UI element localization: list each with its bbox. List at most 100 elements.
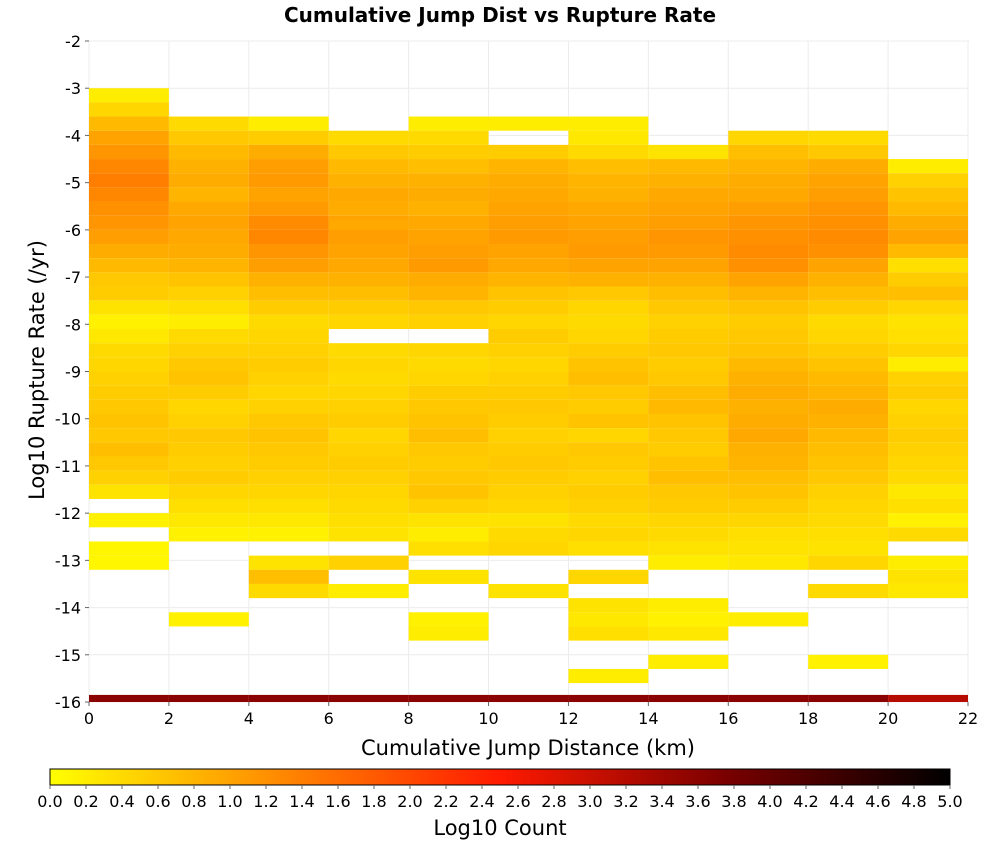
x-tick-label: 6 [324,709,334,728]
heatmap-cell [808,300,889,315]
heatmap-cell [488,498,569,514]
heatmap-cell [888,371,968,386]
heatmap-cell [89,385,169,400]
heatmap-cell [89,187,169,202]
heatmap-cell [568,173,649,188]
heatmap-cell [248,694,329,702]
heatmap-cell [408,286,489,301]
heatmap-cell [408,187,489,202]
heatmap-cell [168,229,249,245]
heatmap-cell [888,300,968,315]
heatmap-cell [648,399,729,414]
heatmap-cell [808,187,889,202]
heatmap-cell [808,413,889,429]
heatmap-cell [648,385,729,400]
colorbar-tick-label: 1.2 [253,792,278,811]
colorbar [49,768,951,786]
heatmap-cell [168,300,249,315]
heatmap-cell [488,456,569,471]
heatmap-cell [488,201,569,216]
heatmap-cell [568,513,649,528]
heatmap-cell [89,116,169,131]
heatmap-cell [728,159,809,174]
heatmap-cell [89,258,169,273]
heatmap-cell [568,598,649,613]
heatmap-cell [248,527,329,542]
heatmap-cell [168,116,249,131]
heatmap-cell [168,159,249,174]
heatmap-cell [248,470,329,485]
heatmap-cell [568,357,649,372]
heatmap-cell [648,144,729,160]
colorbar-tick-label: 3.6 [685,792,710,811]
heatmap-cell [728,314,809,330]
heatmap-cell [888,343,968,358]
colorbar-tick-label: 3.0 [577,792,602,811]
heatmap-cell [408,371,489,386]
heatmap-cell [89,343,169,358]
y-tick-label: -15 [55,646,81,665]
heatmap-cell [808,159,889,174]
heatmap-cell [328,314,409,330]
heatmap-cell [168,456,249,471]
heatmap-cell [89,329,169,344]
heatmap-cell [248,371,329,386]
heatmap-cell [248,187,329,202]
heatmap-cell [168,144,249,160]
heatmap-cell [408,541,489,556]
colorbar-tick-label: 4.8 [901,792,926,811]
heatmap-cell [408,116,489,131]
heatmap-cell [808,272,889,287]
heatmap-cell [408,258,489,273]
heatmap-cell [808,470,889,485]
heatmap-cell [408,159,489,174]
heatmap-cell [328,173,409,188]
heatmap-cell [648,258,729,273]
heatmap-cell [408,612,489,627]
colorbar-tick-label: 4.6 [865,792,890,811]
heatmap-cell [808,343,889,358]
x-tick-label: 10 [478,709,498,728]
x-tick-label: 8 [404,709,414,728]
heatmap-cell [168,286,249,301]
heatmap-cell [648,173,729,188]
heatmap-cell [488,385,569,400]
heatmap-cell [808,258,889,273]
y-tick-label: -8 [65,315,81,334]
heatmap-cell [568,428,649,443]
heatmap-cell [408,272,489,287]
heatmap-cell [568,470,649,485]
heatmap-cell [568,116,649,131]
heatmap-cell [808,541,889,556]
heatmap-cell [888,555,968,570]
heatmap-cell [488,428,569,443]
heatmap-cell [488,413,569,429]
heatmap-cell [89,286,169,301]
x-axis-ticks: 0 2 4 6 8 10 12 14 16 18 20 22 [84,702,978,728]
heatmap-cell [888,569,968,584]
heatmap-cell [328,385,409,400]
heatmap-cell [168,343,249,358]
heatmap-cell [168,357,249,372]
heatmap-cell [728,484,809,499]
heatmap-cell [488,513,569,528]
heatmap-cell [488,215,569,230]
heatmap-cell [808,201,889,216]
heatmap-cell [728,470,809,485]
heatmap-cell [89,229,169,245]
heatmap-cell [568,272,649,287]
heatmap-cell [408,513,489,528]
heatmap-cell [808,442,889,457]
heatmap-cell [648,654,729,669]
colorbar-tick-label: 0.2 [73,792,98,811]
colorbar-label: Log10 Count [433,816,566,840]
heatmap-cell [728,694,809,702]
heatmap-cell [248,484,329,499]
heatmap-cell [248,399,329,414]
heatmap-cell [248,428,329,443]
heatmap-cell [808,498,889,514]
heatmap-cell [328,244,409,259]
heatmap-cell [488,258,569,273]
heatmap-cell [888,513,968,528]
colorbar-tick-label: 3.4 [649,792,674,811]
